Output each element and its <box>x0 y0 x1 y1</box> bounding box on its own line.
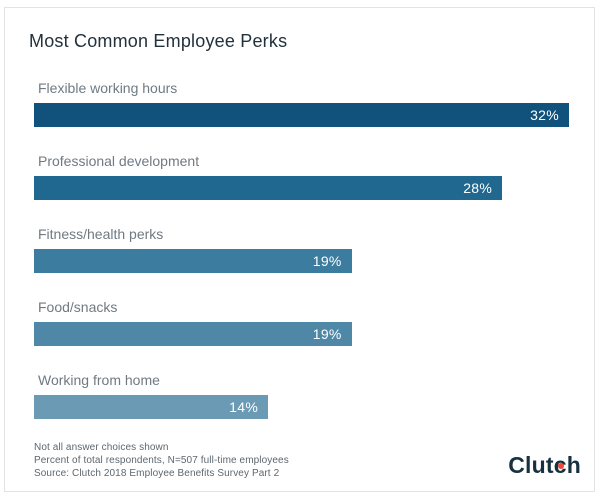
clutch-logo: Clutch <box>508 452 581 479</box>
bar-group: Fitness/health perks 19% <box>34 226 569 273</box>
chart-title: Most Common Employee Perks <box>29 31 288 51</box>
chart-card: Most Common Employee Perks Flexible work… <box>4 7 595 492</box>
bar: 14% <box>34 395 269 419</box>
bar-value-label: 14% <box>229 399 259 415</box>
bar-value-label: 19% <box>312 253 342 269</box>
clutch-logo-text-end: h <box>566 452 581 478</box>
clutch-logo-text-start: Clut <box>508 452 554 478</box>
bar-value-label: 19% <box>312 326 342 342</box>
bar: 19% <box>34 249 352 273</box>
note-line-2: Percent of total respondents, N=507 full… <box>34 455 289 466</box>
bar-group: Professional development 28% <box>34 153 569 200</box>
bar-category-label: Working from home <box>38 372 160 388</box>
bar-category-label: Professional development <box>38 153 200 169</box>
bar-group: Flexible working hours 32% <box>34 80 569 127</box>
bar-group: Working from home 14% <box>34 372 569 419</box>
bar-category-label: Flexible working hours <box>38 80 178 96</box>
bar: 32% <box>34 103 569 127</box>
bar: 19% <box>34 322 352 346</box>
clutch-logo-dotted-c: c <box>554 452 567 479</box>
bar-group: Food/snacks 19% <box>34 299 569 346</box>
note-line-3: Source: Clutch 2018 Employee Benefits Su… <box>34 468 280 479</box>
bar-value-label: 28% <box>463 180 493 196</box>
bar: 28% <box>34 176 503 200</box>
bar-value-label: 32% <box>530 107 559 123</box>
clutch-logo-red-dot-icon <box>558 462 565 469</box>
footer-notes: Not all answer choices shown Percent of … <box>34 441 289 480</box>
bar-category-label: Fitness/health perks <box>38 226 164 242</box>
bar-category-label: Food/snacks <box>38 299 118 315</box>
note-line-1: Not all answer choices shown <box>34 442 169 453</box>
bar-chart: Flexible working hours 32% Professional de… <box>34 80 569 445</box>
